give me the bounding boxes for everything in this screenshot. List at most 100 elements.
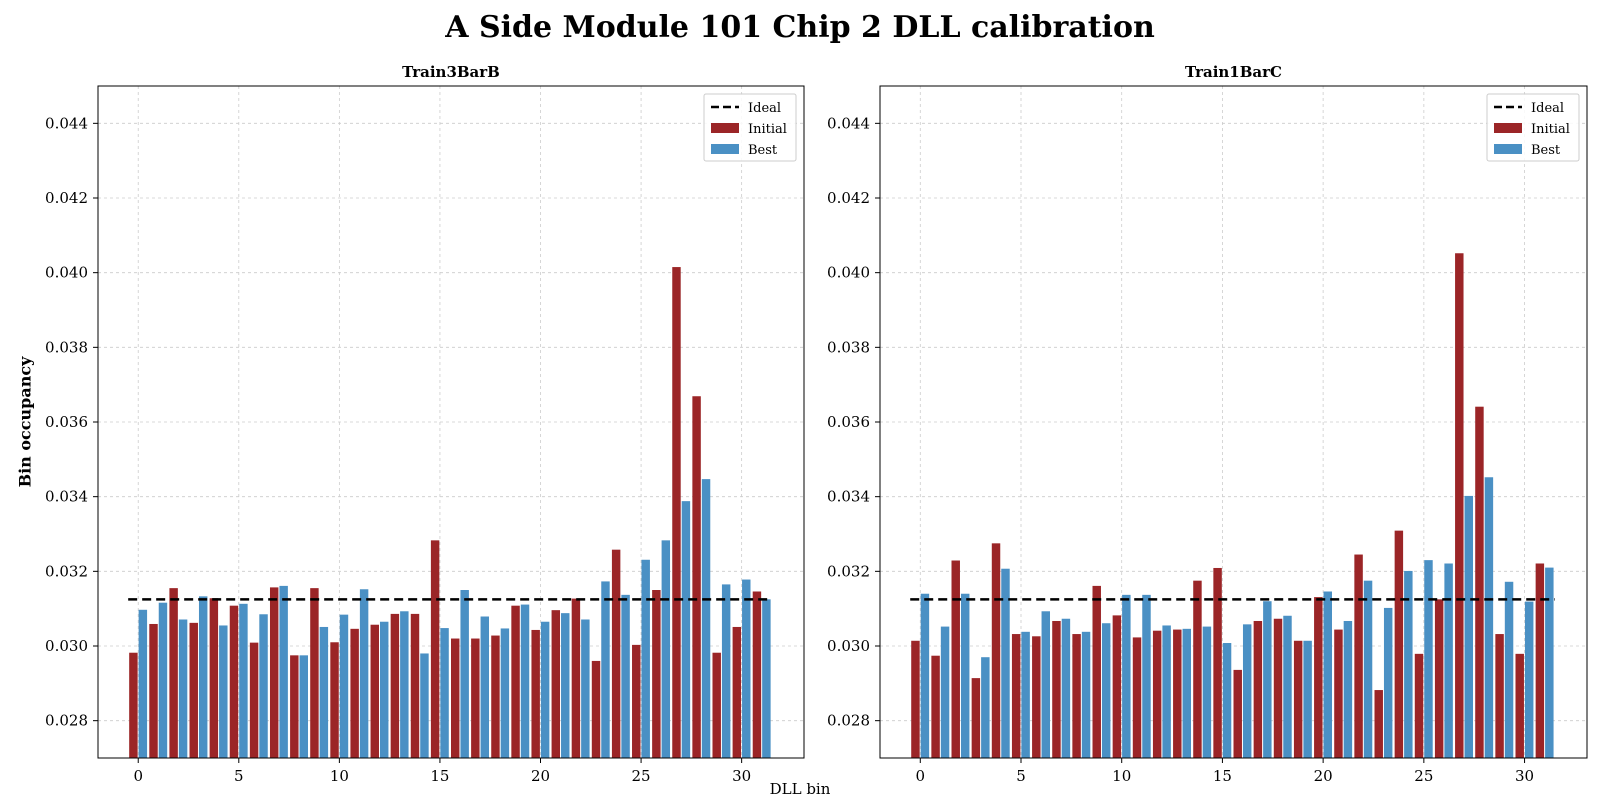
y-tick-label: 0.042 <box>45 189 88 207</box>
bar-best <box>239 603 248 758</box>
bar-initial <box>652 590 661 758</box>
y-tick-label: 0.028 <box>827 712 870 730</box>
bar-best <box>1404 570 1413 758</box>
bar-initial <box>1495 634 1504 758</box>
bar-initial <box>1011 634 1021 758</box>
bar-best <box>1524 601 1534 758</box>
bar-initial <box>1455 253 1464 758</box>
bar-best <box>520 604 530 758</box>
bar-initial <box>249 642 259 758</box>
bar-best <box>1363 580 1373 758</box>
bar-best <box>1504 581 1514 758</box>
bar-best <box>400 611 409 758</box>
y-tick-label: 0.030 <box>827 637 870 655</box>
bar-initial <box>330 642 339 758</box>
bar-initial <box>471 638 480 758</box>
x-tick-label: 10 <box>330 767 349 785</box>
bar-best <box>460 590 469 758</box>
bar-best <box>1101 623 1111 758</box>
legend-label: Best <box>1531 143 1561 158</box>
y-tick-label: 0.038 <box>45 338 88 356</box>
bar-initial <box>1535 563 1545 758</box>
y-tick-label: 0.034 <box>827 488 870 506</box>
bar-initial <box>290 655 299 758</box>
x-tick-label: 10 <box>1112 767 1131 785</box>
bar-best <box>581 619 590 758</box>
bar-best <box>158 602 168 758</box>
x-tick-label: 0 <box>133 767 143 785</box>
legend-initial-swatch <box>1494 123 1522 133</box>
bar-initial <box>951 560 960 758</box>
bar-best <box>920 593 930 758</box>
y-tick-label: 0.032 <box>45 562 88 580</box>
bar-best <box>299 655 308 758</box>
bar-initial <box>169 588 178 758</box>
legend-label: Best <box>748 143 778 158</box>
bar-best <box>1122 594 1131 758</box>
bar-initial <box>410 613 420 758</box>
bar-best <box>138 609 148 758</box>
bar-initial <box>390 613 400 758</box>
bar-initial <box>571 598 581 758</box>
bar-initial <box>129 652 138 758</box>
bar-best <box>641 559 650 758</box>
bar-best <box>500 628 510 758</box>
bar-best <box>762 599 771 758</box>
bar-initial <box>1293 640 1303 758</box>
x-axis-label: DLL bin <box>769 780 831 798</box>
bar-best <box>1263 601 1272 758</box>
bar-initial <box>531 629 540 758</box>
bar-best <box>178 619 188 758</box>
legend-initial-swatch <box>711 123 739 133</box>
bar-initial <box>1132 637 1142 758</box>
bar-best <box>621 594 630 758</box>
y-tick-label: 0.040 <box>45 264 88 282</box>
bar-initial <box>732 626 742 758</box>
bar-best <box>1202 626 1212 758</box>
bar-best <box>198 596 208 758</box>
bar-initial <box>1334 629 1343 758</box>
bar-best <box>721 584 731 758</box>
bar-initial <box>1394 530 1404 758</box>
bar-best <box>742 579 751 758</box>
bar-initial <box>209 598 219 758</box>
bar-best <box>1303 640 1312 758</box>
bar-best <box>1162 625 1171 758</box>
bar-initial <box>229 605 239 758</box>
y-tick-label: 0.044 <box>827 114 870 132</box>
bar-initial <box>511 605 520 758</box>
bar-best <box>701 479 711 758</box>
bar-best <box>1545 567 1554 758</box>
bar-initial <box>1072 634 1081 758</box>
bar-best <box>601 581 610 758</box>
bar-initial <box>1475 406 1484 758</box>
bar-initial <box>1253 620 1263 758</box>
bar-initial <box>911 640 920 758</box>
bar-best <box>1142 594 1151 758</box>
bar-best <box>319 626 329 758</box>
bar-best <box>259 614 268 758</box>
bar-initial <box>370 624 379 758</box>
legend-label: Initial <box>748 122 787 137</box>
bar-initial <box>1374 690 1383 758</box>
x-tick-label: 5 <box>1016 767 1026 785</box>
legend-label: Ideal <box>748 101 781 116</box>
chart-panel-2: 0 5 10 15 20 25 30 0.028 0.030 0.032 0.034 0.036 0.0… <box>827 63 1588 785</box>
bar-initial <box>189 622 198 758</box>
bar-initial <box>991 543 1001 758</box>
bar-initial <box>1032 636 1041 758</box>
bar-initial <box>971 678 981 758</box>
bar-best <box>420 653 429 758</box>
bar-initial <box>1052 620 1061 758</box>
y-tick-label: 0.028 <box>45 712 88 730</box>
bar-initial <box>672 267 681 758</box>
legend: Ideal Initial Best <box>703 93 797 162</box>
x-tick-label: 5 <box>234 767 244 785</box>
bar-initial <box>692 396 701 758</box>
y-tick-label: 0.030 <box>45 637 88 655</box>
bar-initial <box>1112 615 1122 758</box>
bar-best <box>1222 643 1232 758</box>
bar-initial <box>1515 653 1524 758</box>
bar-best <box>1242 624 1252 758</box>
x-tick-label: 25 <box>632 767 651 785</box>
